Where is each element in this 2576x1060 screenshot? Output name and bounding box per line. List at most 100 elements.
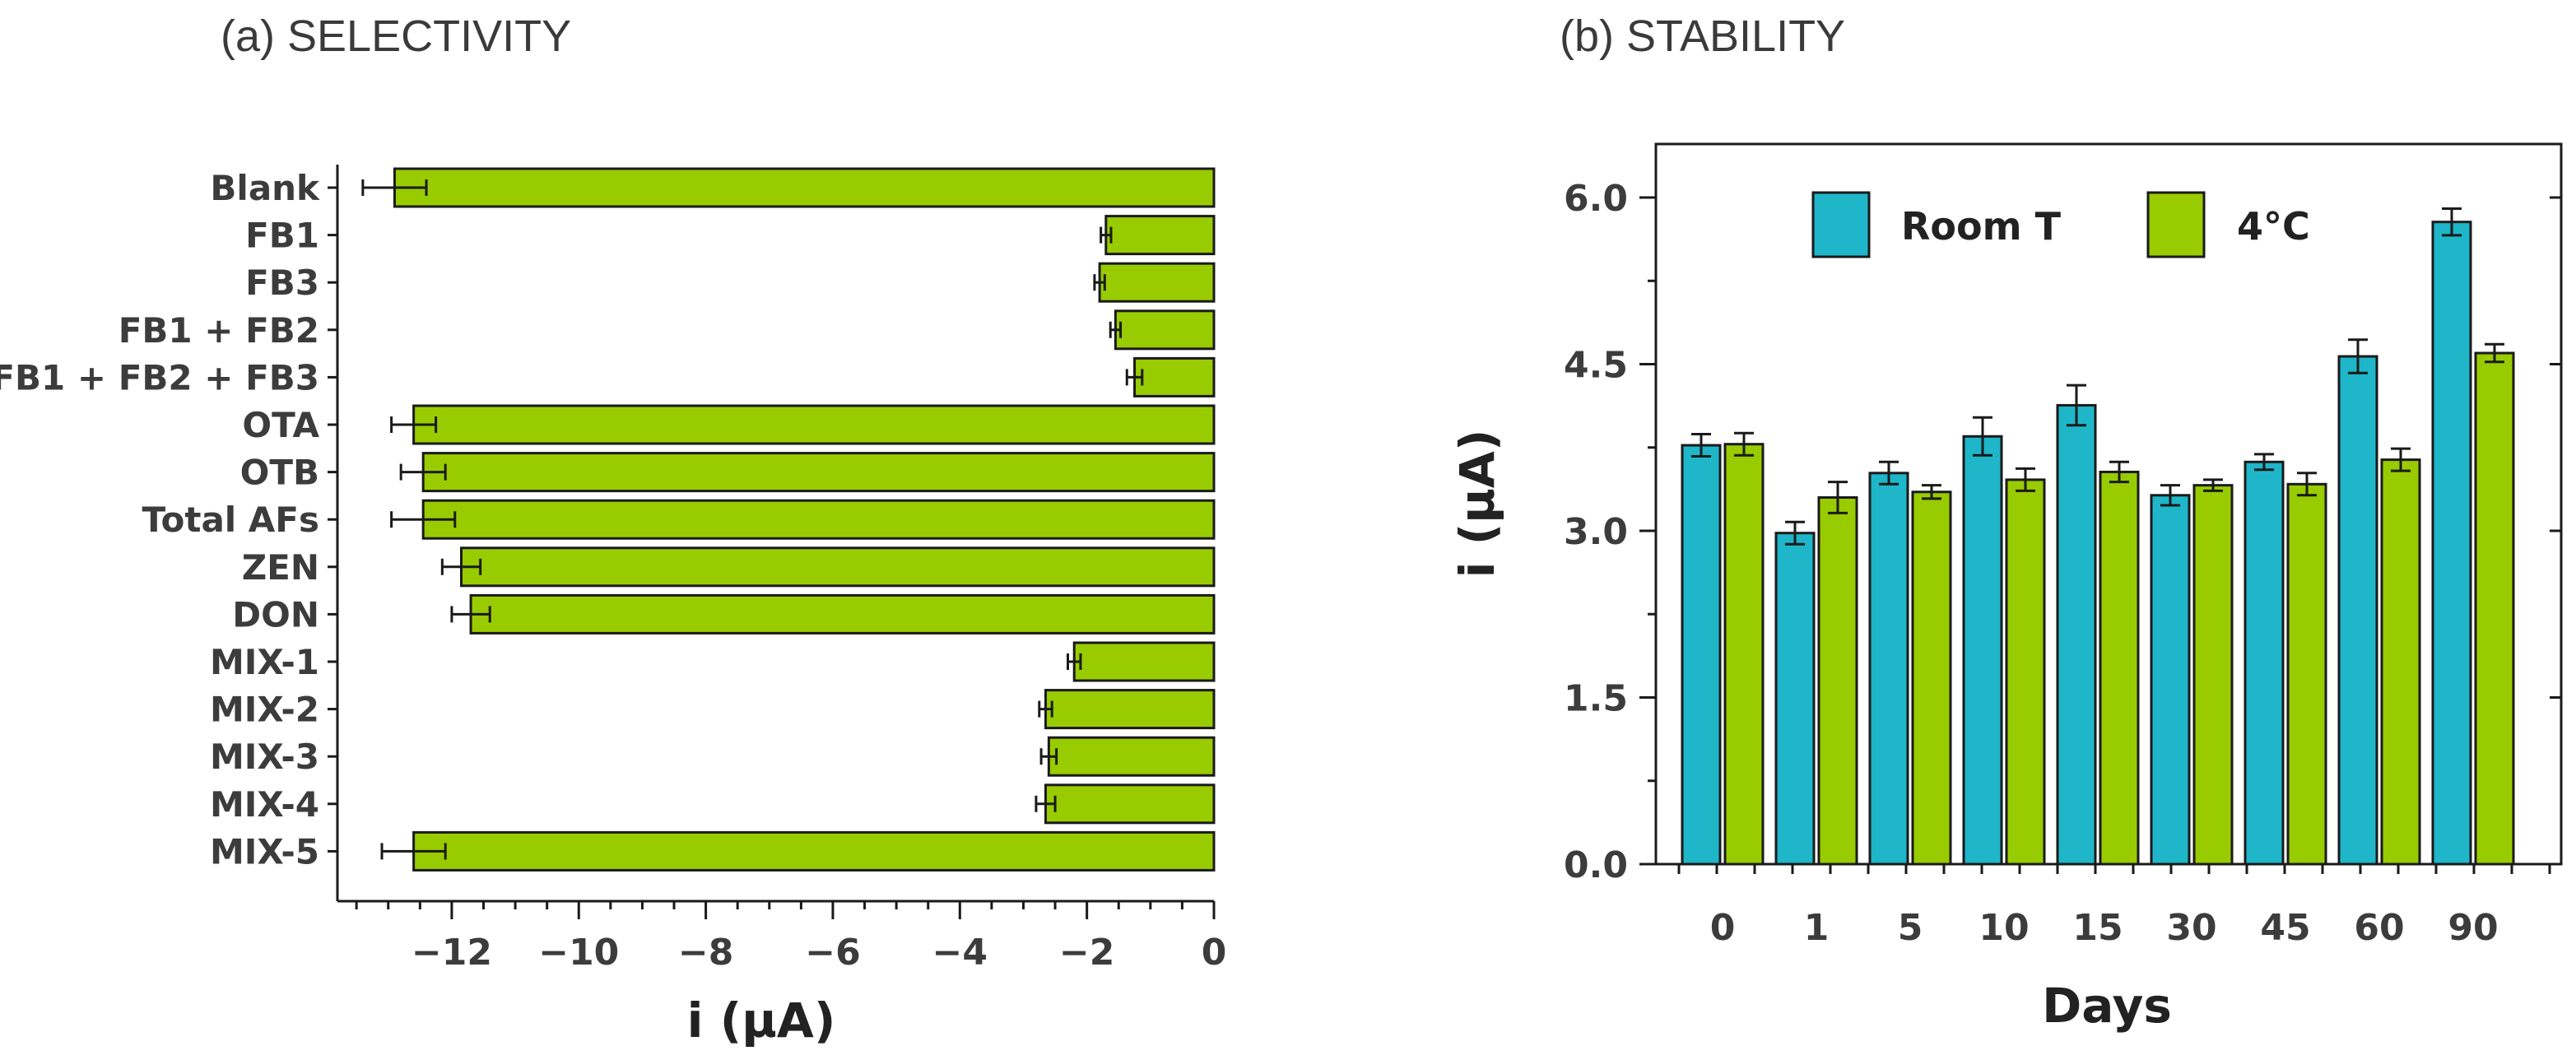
legend-entry: Room T — [1811, 191, 2062, 258]
four-c-error-bar — [2203, 478, 2223, 492]
room-t-error-bar — [1879, 460, 1899, 486]
selectivity-error-bar — [450, 606, 491, 623]
stability-x-tick-label: 5 — [1898, 907, 1923, 949]
four-c-error-bar — [2485, 342, 2504, 364]
selectivity-error-bar — [1100, 226, 1113, 244]
selectivity-category-label: MIX-3 — [210, 737, 319, 777]
four-c-error-bar — [1828, 481, 1848, 514]
selectivity-x-tick-label: −8 — [678, 932, 733, 974]
selectivity-bar — [421, 499, 1216, 540]
room-t-error-bar — [2254, 453, 2274, 472]
selectivity-bar — [1044, 783, 1216, 825]
selectivity-error-bar — [1039, 748, 1058, 765]
selectivity-x-tick-label: 0 — [1202, 932, 1227, 974]
selectivity-error-bar — [440, 558, 482, 575]
selectivity-category-label: FB1 — [245, 216, 319, 256]
selectivity-x-axis-title: i (µA) — [687, 993, 836, 1048]
selectivity-bar — [1104, 215, 1216, 256]
selectivity-category-label: FB1 + FB2 — [119, 310, 319, 351]
selectivity-x-tick-label: −12 — [412, 932, 492, 974]
room-t-bar — [2056, 403, 2097, 866]
selectivity-category-label: MIX-5 — [210, 831, 319, 872]
four-c-error-bar — [2391, 447, 2411, 472]
stability-x-tick-label: 1 — [1804, 907, 1830, 949]
room-t-error-bar — [2442, 207, 2462, 237]
four-c-bar — [1723, 443, 1765, 866]
selectivity-bar — [1047, 736, 1216, 777]
four-c-bar — [2380, 458, 2421, 866]
legend-swatch — [2146, 191, 2206, 258]
selectivity-x-tick-label: −10 — [538, 932, 619, 974]
room-t-bar — [1774, 532, 1816, 866]
selectivity-title: (a) SELECTIVITY — [221, 12, 571, 61]
room-t-error-bar — [1973, 416, 1992, 457]
selectivity-bar — [421, 452, 1216, 493]
selectivity-error-bar — [390, 511, 457, 528]
selectivity-bar — [469, 593, 1216, 635]
selectivity-error-bar — [399, 463, 447, 481]
selectivity-bar — [1133, 356, 1216, 398]
room-t-bar — [1962, 435, 2003, 866]
legend-label: 4°C — [2237, 204, 2310, 249]
stability-panel: (b) STABILITY 0 1 5 10 15 30 45 60 900.01.53.04.… — [1449, 12, 2563, 1034]
selectivity-error-bar — [1067, 653, 1082, 670]
selectivity-error-bar — [1038, 700, 1053, 718]
stability-y-tick-label: 4.5 — [1564, 345, 1628, 387]
selectivity-category-label: MIX-4 — [210, 784, 319, 825]
stability-x-tick-label: 0 — [1710, 907, 1736, 949]
stability-title: (b) STABILITY — [1560, 12, 1845, 61]
selectivity-error-bar — [380, 843, 447, 860]
selectivity-bar — [412, 830, 1216, 872]
room-t-bar — [1868, 472, 1909, 866]
room-t-error-bar — [2348, 338, 2368, 374]
room-t-bar — [2244, 460, 2285, 866]
four-c-bar — [2286, 482, 2327, 866]
selectivity-category-label: ZEN — [242, 547, 319, 588]
stability-y-tick-label: 3.0 — [1564, 511, 1628, 553]
selectivity-error-bar — [1109, 321, 1123, 338]
selectivity-error-bar — [361, 179, 428, 196]
stability-x-tick-label: 90 — [2448, 907, 2498, 949]
four-c-bar — [2099, 470, 2140, 866]
stability-y-tick-label: 1.5 — [1564, 678, 1628, 720]
selectivity-error-bar — [1125, 369, 1144, 386]
room-t-error-bar — [2160, 484, 2180, 507]
selectivity-category-label: FB1 + FB2 + FB3 — [0, 357, 319, 398]
selectivity-category-label: MIX-1 — [210, 642, 319, 682]
selectivity-error-bar — [1093, 274, 1106, 291]
selectivity-bar — [1098, 262, 1216, 303]
room-t-error-bar — [1691, 433, 1711, 458]
room-t-bar — [2337, 355, 2378, 866]
selectivity-category-label: Total AFs — [142, 500, 319, 540]
four-c-error-bar — [2016, 467, 2035, 492]
selectivity-x-tick-label: −4 — [932, 932, 988, 974]
selectivity-category-label: Blank — [210, 168, 320, 208]
stability-x-axis-title: Days — [2042, 978, 2172, 1034]
selectivity-category-label: FB3 — [245, 263, 319, 303]
four-c-bar — [1817, 496, 1858, 866]
stability-x-tick-label: 60 — [2354, 907, 2404, 949]
four-c-error-bar — [2297, 472, 2317, 497]
selectivity-x-tick-label: −6 — [805, 932, 860, 974]
four-c-error-bar — [1922, 484, 1941, 500]
four-c-bar — [2474, 351, 2515, 866]
selectivity-error-bar — [1035, 795, 1057, 812]
room-t-bar — [2431, 221, 2472, 866]
selectivity-category-label: OTB — [240, 453, 319, 493]
selectivity-category-label: DON — [232, 594, 319, 635]
stability-x-tick-label: 15 — [2072, 907, 2123, 949]
legend-swatch — [1811, 191, 1871, 258]
selectivity-panel: (a) SELECTIVITY Blank FB1 FB3 FB1 + FB2 FB1 … — [0, 12, 1226, 1048]
legend-entry: 4°C — [2146, 191, 2310, 258]
four-c-bar — [2192, 484, 2234, 866]
four-c-bar — [1911, 490, 1952, 866]
legend-label: Room T — [1901, 204, 2062, 249]
selectivity-category-label: MIX-2 — [210, 690, 319, 730]
selectivity-bar — [1072, 641, 1216, 682]
four-c-error-bar — [1734, 431, 1754, 457]
stability-x-tick-label: 45 — [2260, 907, 2310, 949]
selectivity-x-tick-label: −2 — [1059, 932, 1114, 974]
stability-x-tick-label: 10 — [1978, 907, 2029, 949]
selectivity-bar — [393, 167, 1216, 208]
room-t-bar — [2150, 494, 2191, 866]
